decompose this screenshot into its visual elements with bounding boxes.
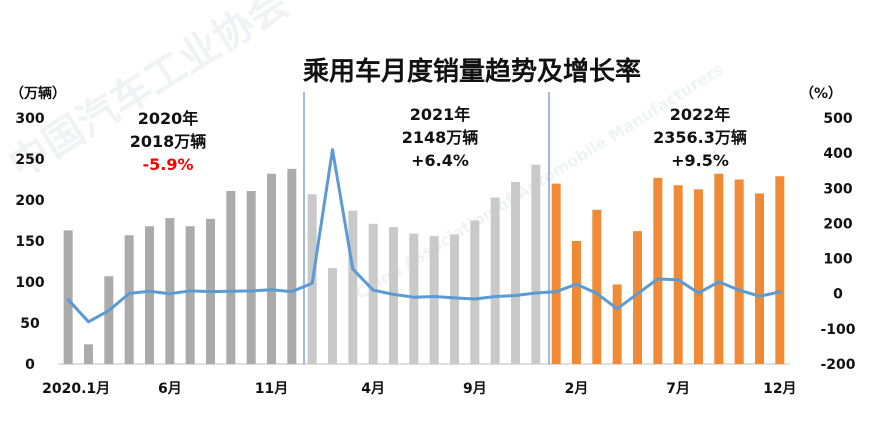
x-tick-label: 2月 (565, 381, 589, 397)
bar (63, 230, 73, 364)
annotation-2021-total: 2148万辆 (402, 128, 479, 147)
annotation-2020-growth: -5.9% (142, 155, 193, 174)
bar (165, 218, 175, 364)
bar (470, 220, 480, 364)
bar (755, 193, 764, 364)
left-tick-label: 250 (15, 152, 44, 168)
left-tick-label: 200 (15, 193, 44, 209)
x-tick-label: 6月 (158, 381, 182, 397)
bar (551, 183, 561, 364)
bar (409, 233, 419, 364)
bar (368, 223, 378, 364)
right-tick-label: 300 (823, 181, 852, 197)
bar (734, 179, 744, 364)
left-tick-label: 150 (15, 234, 44, 250)
bar (572, 241, 581, 364)
x-axis-ticks: 2020.1月 6月 11月 4月 9月 2月 7月 12月 (42, 381, 796, 397)
bar (775, 176, 785, 364)
bar (531, 164, 541, 364)
bar (612, 284, 622, 364)
bar (104, 276, 114, 364)
bar (633, 231, 642, 364)
annotation-2020-year: 2020年 (138, 109, 199, 128)
right-tick-label: 200 (823, 216, 852, 232)
growth-line (66, 148, 782, 324)
x-tick-label: 7月 (666, 381, 690, 397)
x-tick-label: 12月 (763, 381, 796, 397)
bar (673, 185, 683, 364)
bar (226, 190, 236, 364)
annotation-2021-year: 2021年 (410, 105, 471, 124)
left-axis-ticks: 0 50 100 150 200 250 300 (15, 111, 44, 373)
x-tick-label: 9月 (463, 381, 487, 397)
bar (511, 181, 520, 364)
right-tick-label: 0 (833, 287, 843, 303)
bar (145, 226, 154, 364)
x-tick-label: 11月 (255, 381, 288, 397)
annotation-2020: 2020年 2018万辆 -5.9% (130, 109, 207, 174)
chart-title: 乘用车月度销量趋势及增长率 (302, 56, 641, 87)
left-tick-label: 50 (20, 316, 40, 332)
watermark-layer: 中国汽车工业协会 China Association of Automobile… (1, 0, 727, 303)
bar (490, 197, 500, 364)
left-tick-label: 0 (25, 357, 35, 373)
right-axis-unit: （%） (800, 86, 842, 102)
right-axis-ticks: -200 -100 0 100 200 300 400 500 (820, 111, 855, 373)
bar (694, 189, 703, 364)
left-tick-label: 300 (15, 111, 44, 127)
annotation-2022: 2022年 2356.3万辆 +9.5% (653, 105, 747, 170)
bar (429, 236, 439, 364)
annotation-2021-growth: +6.4% (411, 151, 469, 170)
annotation-2022-total: 2356.3万辆 (653, 128, 747, 147)
right-tick-label: -200 (820, 357, 855, 373)
right-tick-label: 100 (823, 252, 852, 268)
annotation-2022-growth: +9.5% (671, 151, 729, 170)
bar (348, 210, 358, 364)
growth-line-series (66, 148, 782, 324)
right-tick-label: 500 (823, 111, 852, 127)
bar (267, 173, 276, 364)
bar (124, 235, 134, 364)
left-axis-unit: （万辆） (10, 85, 66, 102)
bar (714, 173, 724, 364)
right-tick-label: -100 (820, 322, 855, 338)
left-tick-label: 100 (15, 275, 44, 291)
annotation-2022-year: 2022年 (670, 105, 731, 124)
bar (592, 209, 602, 364)
bar (84, 344, 93, 364)
annotation-2021: 2021年 2148万辆 +6.4% (402, 105, 479, 170)
x-tick-label: 2020.1月 (42, 381, 110, 397)
annotation-2020-total: 2018万辆 (130, 132, 207, 151)
right-tick-label: 400 (823, 146, 852, 162)
x-tick-label: 4月 (361, 381, 385, 397)
bar (653, 177, 663, 364)
bar (185, 226, 195, 364)
bar (287, 168, 297, 364)
bar (246, 190, 256, 364)
bar (328, 268, 337, 364)
